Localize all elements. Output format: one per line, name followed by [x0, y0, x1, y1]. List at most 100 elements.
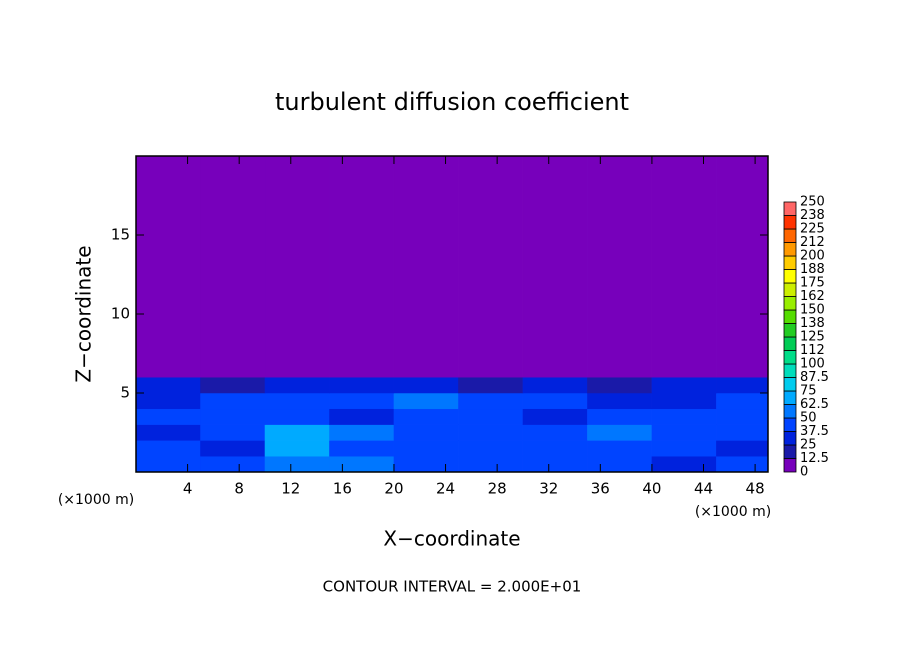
- x-tick-label: 36: [591, 480, 610, 498]
- colorbar-label: 238: [800, 208, 825, 223]
- cell: [651, 392, 717, 410]
- colorbar-swatch: [783, 282, 797, 297]
- colorbar-label: 162: [800, 289, 825, 304]
- cell: [587, 424, 653, 441]
- cell: [587, 376, 653, 394]
- colorbar-label: 212: [800, 235, 825, 250]
- cell: [329, 440, 395, 457]
- x-axis-label: X−coordinate: [383, 527, 520, 551]
- cell: [716, 408, 769, 425]
- colorbar-swatch: [783, 363, 797, 378]
- cell: [651, 455, 717, 473]
- colorbar-label: 62.5: [800, 397, 829, 412]
- cell: [393, 155, 459, 378]
- colorbar-swatch: [783, 417, 797, 432]
- cell: [522, 376, 588, 394]
- cell: [200, 424, 266, 441]
- cell: [264, 155, 330, 378]
- cell: [393, 376, 459, 394]
- cell: [716, 455, 769, 473]
- cell: [458, 455, 524, 473]
- colorbar-label: 12.5: [800, 451, 829, 466]
- colorbar-label: 50: [800, 411, 817, 426]
- cell: [135, 408, 201, 425]
- colorbar-label: 138: [800, 316, 825, 331]
- cell: [458, 155, 524, 378]
- cell: [458, 392, 524, 410]
- cell: [716, 424, 769, 441]
- x-tick-label: 24: [436, 480, 455, 498]
- cell: [200, 440, 266, 457]
- cell: [587, 440, 653, 457]
- x-tick-label: 48: [746, 480, 765, 498]
- cell: [329, 392, 395, 410]
- cell: [200, 376, 266, 394]
- x-tick-label: 32: [539, 480, 558, 498]
- colorbar-label: 25: [800, 438, 817, 453]
- x-tick-label: 28: [488, 480, 507, 498]
- cell: [264, 376, 330, 394]
- cell: [716, 376, 769, 394]
- cell: [522, 424, 588, 441]
- cell: [329, 155, 395, 378]
- cell: [458, 408, 524, 425]
- colorbar-swatch: [783, 269, 797, 284]
- y-tick-label: 15: [111, 226, 130, 244]
- cell: [329, 455, 395, 473]
- cell: [651, 155, 717, 378]
- cell: [200, 155, 266, 378]
- colorbar-swatch: [783, 309, 797, 324]
- x-tick-label: 8: [234, 480, 244, 498]
- colorbar-label: 75: [800, 384, 817, 399]
- cell: [522, 155, 588, 378]
- x-tick-label: 44: [694, 480, 713, 498]
- colorbar-swatch: [783, 228, 797, 243]
- colorbar-swatch: [783, 350, 797, 365]
- colorbar-swatch: [783, 215, 797, 230]
- cell: [716, 392, 769, 410]
- cell: [458, 440, 524, 457]
- colorbar-swatch: [783, 377, 797, 392]
- cell: [522, 455, 588, 473]
- cell: [393, 408, 459, 425]
- cell: [135, 424, 201, 441]
- cell: [522, 408, 588, 425]
- cell: [651, 408, 717, 425]
- colorbar-swatch: [783, 323, 797, 338]
- cell: [329, 376, 395, 394]
- colorbar-label: 175: [800, 276, 825, 291]
- colorbar-label: 250: [800, 195, 825, 210]
- cell: [135, 155, 201, 378]
- y-unit-label: (×1000 m): [58, 492, 134, 508]
- cell: [651, 424, 717, 441]
- y-tick-label: 10: [111, 305, 130, 323]
- cell: [135, 440, 201, 457]
- cell: [587, 392, 653, 410]
- cell: [587, 408, 653, 425]
- colorbar-label: 87.5: [800, 370, 829, 385]
- colorbar-swatch: [783, 444, 797, 459]
- cell: [264, 455, 330, 473]
- x-tick-label: 40: [642, 480, 661, 498]
- chart-title: turbulent diffusion coefficient: [275, 88, 629, 116]
- cell: [264, 440, 330, 457]
- cell: [329, 408, 395, 425]
- cell: [587, 455, 653, 473]
- cell: [716, 440, 769, 457]
- cell: [135, 392, 201, 410]
- colorbar-label: 125: [800, 330, 825, 345]
- cell: [329, 424, 395, 441]
- cell: [651, 376, 717, 394]
- colorbar-swatch: [783, 458, 797, 473]
- cell: [716, 155, 769, 378]
- cell: [393, 392, 459, 410]
- cell: [393, 440, 459, 457]
- colorbar-swatch: [783, 431, 797, 446]
- colorbar-swatch: [783, 242, 797, 257]
- x-unit-label: (×1000 m): [695, 504, 771, 520]
- cell: [264, 424, 330, 441]
- colorbar-label: 150: [800, 303, 825, 318]
- colorbar-label: 112: [800, 343, 825, 358]
- cell: [200, 408, 266, 425]
- colorbar-swatch: [783, 404, 797, 419]
